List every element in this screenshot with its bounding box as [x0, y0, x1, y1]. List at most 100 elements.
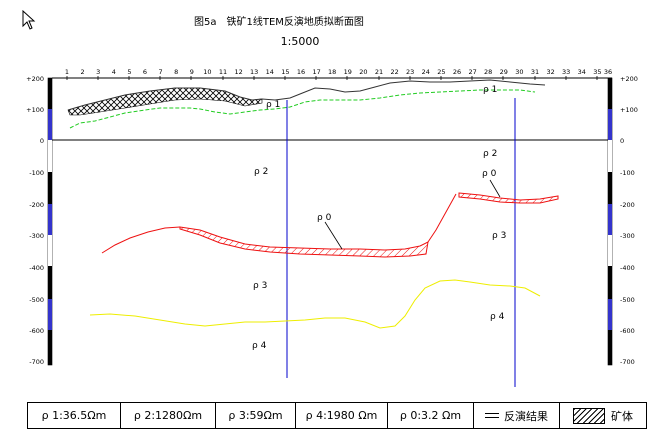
station-number: 14 [266, 68, 274, 76]
station-number: 16 [297, 68, 305, 76]
station-number: 36 [604, 68, 612, 76]
layer-label-rho0: ρ 0 [482, 169, 497, 179]
station-number: 21 [375, 68, 383, 76]
legend-label: 反演结果 [504, 409, 548, 423]
layer-label-rho4: ρ 4 [490, 312, 505, 322]
right-depth-axis [607, 77, 613, 366]
layer-label-rho4: ρ 4 [252, 341, 267, 351]
station-number: 9 [190, 68, 194, 76]
depth-tick-label: -300 [29, 232, 44, 240]
station-number: 35 [593, 68, 601, 76]
layer-label-rho3: ρ 3 [492, 231, 506, 241]
station-number: 31 [531, 68, 539, 76]
station-number: 20 [359, 68, 367, 76]
legend-item-inversion: 反演结果 [474, 403, 560, 428]
legend-item-rho3: ρ 3:59Ωm [216, 403, 296, 428]
orebody-hatch-swatch [573, 407, 605, 424]
legend-item-rho2: ρ 2:1280Ωm [121, 403, 216, 428]
station-number: 23 [406, 68, 414, 76]
station-number: 29 [500, 68, 508, 76]
depth-tick-label: -100 [620, 169, 635, 177]
layer-label-rho0: ρ 0 [317, 213, 332, 223]
station-number: 26 [453, 68, 461, 76]
station-number: 33 [562, 68, 570, 76]
legend-label: ρ 3:59Ωm [228, 409, 283, 422]
depth-tick-label: -700 [29, 358, 44, 366]
legend-item-orebody: 矿体 [560, 403, 646, 428]
left-depth-axis [47, 77, 53, 366]
top-ruler [52, 76, 612, 80]
depth-tick-label: -400 [29, 264, 44, 272]
depth-tick-label: -500 [29, 296, 44, 304]
right-depth-labels: +200 +100 0 -100 -200 -300 -400 -500 -60… [620, 75, 638, 366]
station-number: 22 [390, 68, 398, 76]
station-number: 11 [219, 68, 227, 76]
layer-label-rho1: ρ 1 [483, 85, 497, 95]
station-number: 13 [250, 68, 258, 76]
legend-item-rho0: ρ 0:3.2 Ωm [388, 403, 474, 428]
depth-tick-label: -400 [620, 264, 635, 272]
station-number: 3 [96, 68, 100, 76]
rho0-label-leader-left [324, 221, 343, 250]
rho0-body-left [179, 226, 429, 258]
station-number: 7 [159, 68, 163, 76]
station-number: 19 [344, 68, 352, 76]
depth-tick-label: -500 [620, 296, 635, 304]
inversion-line-swatch [485, 413, 499, 418]
legend-label: ρ 4:1980 Ωm [305, 409, 378, 422]
left-depth-labels: +200 +100 0 -100 -200 -300 -400 -500 -60… [26, 75, 44, 366]
station-number: 25 [437, 68, 445, 76]
station-number: 27 [468, 68, 476, 76]
station-number: 5 [127, 68, 131, 76]
station-number: 32 [546, 68, 554, 76]
rho1-bottom-boundary [69, 89, 536, 129]
depth-tick-label: 0 [620, 137, 624, 145]
rho0-body-right [458, 192, 559, 204]
station-number: 15 [281, 68, 289, 76]
legend-label: ρ 2:1280Ωm [133, 409, 203, 422]
legend-item-rho1: ρ 1:36.5Ωm [28, 403, 121, 428]
legend-label: ρ 1:36.5Ωm [41, 409, 107, 422]
legend-label: 矿体 [611, 409, 633, 423]
depth-tick-label: +200 [26, 75, 44, 83]
depth-tick-label: -300 [620, 232, 635, 240]
mouse-pointer-icon [22, 10, 36, 30]
station-number-row: 1 2 3 4 5 6 7 8 9 10 11 12 13 14 15 16 1… [65, 68, 612, 76]
scale-label: 1:5000 [281, 35, 320, 48]
station-number: 30 [515, 68, 523, 76]
station-number: 34 [578, 68, 586, 76]
depth-tick-label: -700 [620, 358, 635, 366]
diagram-title: 图5a 铁矿1线TEM反演地质拟断面图 [194, 15, 364, 28]
rho0-label-leader-right [489, 179, 501, 198]
depth-tick-label: 0 [40, 137, 44, 145]
depth-tick-label: -600 [620, 327, 635, 335]
station-number: 12 [234, 68, 242, 76]
station-number: 24 [422, 68, 430, 76]
layer-label-rho1: ρ 1 [266, 100, 280, 110]
depth-tick-label: -200 [620, 201, 635, 209]
layer-label-rho2: ρ 2 [483, 149, 497, 159]
station-number: 10 [203, 68, 211, 76]
legend-label: ρ 0:3.2 Ωm [399, 409, 462, 422]
depth-tick-label: -200 [29, 201, 44, 209]
topography-line [67, 79, 546, 111]
station-number: 28 [484, 68, 492, 76]
station-number: 17 [312, 68, 320, 76]
rho2-bottom-boundary-left [101, 226, 181, 254]
depth-tick-label: +100 [620, 106, 638, 114]
station-number: 8 [174, 68, 178, 76]
layer-label-rho3: ρ 3 [253, 281, 267, 291]
layer-label-rho2: ρ 2 [254, 167, 268, 177]
depth-tick-label: +100 [26, 106, 44, 114]
station-number: 1 [65, 68, 69, 76]
depth-tick-label: -600 [29, 327, 44, 335]
station-number: 18 [328, 68, 336, 76]
legend-item-rho4: ρ 4:1980 Ωm [296, 403, 388, 428]
rho3-bottom-boundary [89, 279, 541, 329]
station-number: 6 [143, 68, 147, 76]
station-number: 2 [81, 68, 85, 76]
depth-tick-label: -100 [29, 169, 44, 177]
station-number: 4 [112, 68, 116, 76]
legend: ρ 1:36.5Ωm ρ 2:1280Ωm ρ 3:59Ωm ρ 4:1980 … [27, 402, 647, 429]
